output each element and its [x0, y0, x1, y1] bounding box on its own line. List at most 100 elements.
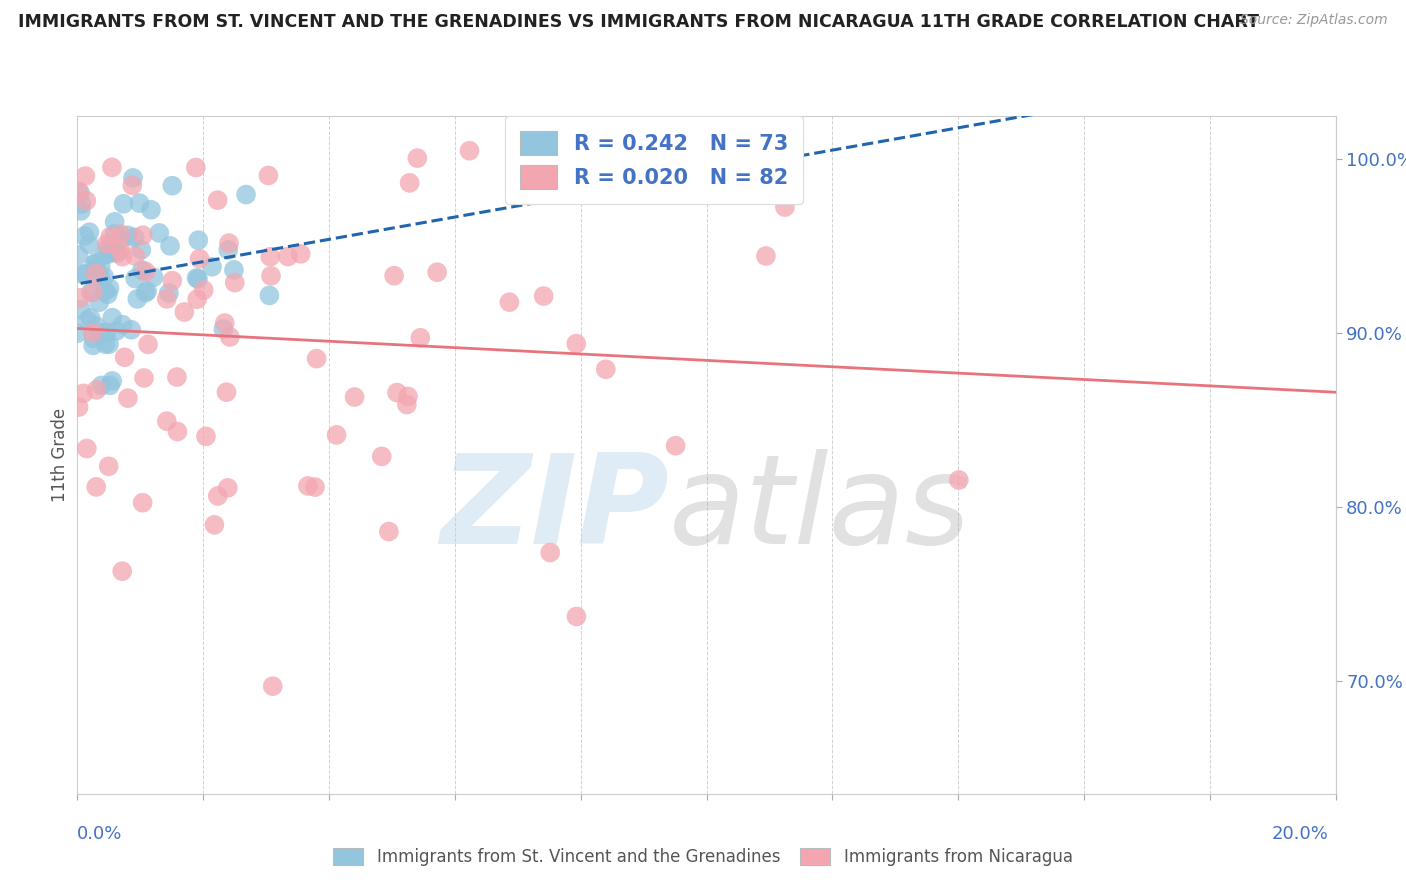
Point [378, 524, 401, 539]
Point [162, 274, 184, 288]
Point [93, 269, 115, 284]
Point [135, 265, 157, 279]
Point [90, 326, 112, 340]
Point [79, 225, 101, 239]
Point [166, 370, 188, 384]
Point [187, 233, 209, 247]
Point [90, 259, 112, 273]
Point [222, 263, 245, 277]
Point [90, 378, 112, 392]
Point [84, 318, 107, 333]
Point [219, 330, 242, 344]
Point [114, 350, 136, 364]
Point [186, 292, 208, 306]
Point [156, 292, 179, 306]
Point [82, 285, 104, 300]
Point [124, 271, 146, 285]
Point [159, 239, 181, 253]
Text: atlas: atlas [669, 449, 972, 570]
Point [129, 243, 152, 257]
Point [110, 227, 132, 242]
Point [259, 250, 281, 264]
Point [98, 229, 121, 244]
Point [66, 326, 89, 341]
Point [193, 283, 215, 297]
Y-axis label: 11th Grade: 11th Grade [51, 408, 69, 502]
Point [166, 425, 188, 439]
Point [70, 267, 93, 281]
Point [224, 276, 246, 290]
Point [202, 517, 225, 532]
Point [188, 252, 211, 266]
Point [124, 230, 146, 244]
Point [304, 480, 326, 494]
Point [80, 285, 103, 300]
Point [96, 237, 118, 252]
Point [67, 184, 90, 198]
Point [67, 400, 90, 414]
Point [290, 247, 312, 261]
Point [124, 249, 146, 263]
Point [162, 178, 184, 193]
Point [187, 272, 209, 286]
Point [173, 305, 195, 319]
Text: 0.0%: 0.0% [77, 825, 122, 843]
Point [533, 289, 555, 303]
Point [371, 450, 394, 464]
Text: IMMIGRANTS FROM ST. VINCENT AND THE GRENADINES VS IMMIGRANTS FROM NICARAGUA 11TH: IMMIGRANTS FROM ST. VINCENT AND THE GREN… [18, 13, 1260, 31]
Text: Source: ZipAtlas.com: Source: ZipAtlas.com [1240, 13, 1388, 28]
Point [110, 243, 132, 257]
Point [117, 391, 139, 405]
Point [84, 262, 107, 277]
Point [755, 249, 778, 263]
Point [132, 371, 155, 385]
Point [131, 263, 153, 277]
Point [127, 292, 149, 306]
Point [395, 398, 418, 412]
Point [259, 288, 281, 302]
Point [84, 480, 107, 494]
Point [105, 245, 128, 260]
Point [73, 229, 96, 244]
Point [235, 187, 257, 202]
Point [97, 247, 120, 261]
Point [97, 459, 120, 474]
Text: ZIP: ZIP [440, 449, 669, 570]
Point [132, 228, 155, 243]
Point [89, 269, 111, 284]
Point [458, 144, 481, 158]
Point [98, 378, 121, 392]
Point [73, 267, 96, 281]
Point [75, 169, 97, 183]
Point [396, 389, 419, 403]
Point [86, 383, 108, 397]
Point [101, 161, 124, 175]
Legend: Immigrants from St. Vincent and the Grenadines, Immigrants from Nicaragua: Immigrants from St. Vincent and the Gren… [325, 840, 1081, 875]
Point [382, 268, 405, 283]
Point [157, 285, 180, 300]
Point [93, 248, 115, 262]
Point [426, 265, 449, 279]
Point [201, 260, 224, 274]
Point [104, 227, 127, 241]
Point [84, 267, 107, 281]
Point [121, 178, 143, 193]
Point [69, 291, 91, 305]
Point [104, 215, 127, 229]
Point [595, 362, 617, 376]
Point [117, 228, 139, 243]
Point [186, 271, 208, 285]
Point [70, 197, 93, 211]
Point [83, 257, 105, 271]
Point [325, 428, 347, 442]
Point [96, 326, 118, 340]
Point [297, 479, 319, 493]
Point [215, 385, 238, 400]
Point [565, 336, 588, 351]
Point [97, 241, 120, 255]
Point [406, 151, 429, 165]
Point [94, 337, 117, 351]
Legend: R = 0.242   N = 73, R = 0.020   N = 82: R = 0.242 N = 73, R = 0.020 N = 82 [505, 116, 803, 203]
Point [217, 243, 239, 257]
Point [184, 161, 207, 175]
